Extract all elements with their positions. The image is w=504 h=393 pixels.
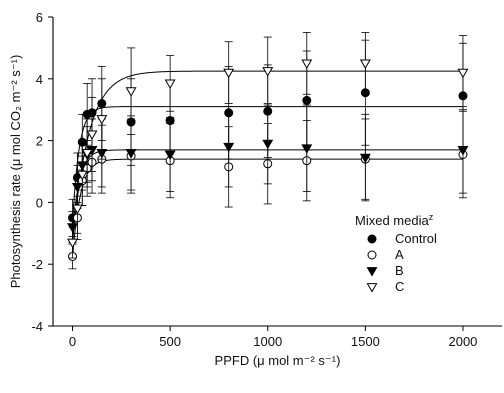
data-point-c (76, 170, 88, 181)
legend-title: Mixed mediaz (355, 212, 434, 228)
legend-label-a: A (395, 247, 404, 262)
series-c (67, 32, 469, 259)
x-ticks: 0 500 1000 1500 2000 (69, 326, 477, 349)
legend-label-c: C (395, 279, 404, 294)
data-point-c (301, 59, 313, 69)
x-tick-label: 2000 (448, 334, 477, 349)
data-point-c (262, 67, 274, 77)
plot-area (67, 32, 469, 270)
legend-marker-control (367, 234, 377, 244)
x-tick-label: 1000 (253, 334, 282, 349)
legend-title-text: Mixed media (355, 213, 429, 228)
data-point-b (359, 153, 371, 164)
data-point-c (81, 149, 93, 159)
x-tick-label: 1500 (351, 334, 380, 349)
data-point-c (125, 87, 137, 97)
y-ticks: -4 -2 0 2 4 6 (31, 10, 53, 334)
x-tick-label: 500 (159, 334, 181, 349)
data-point-b (223, 142, 235, 153)
data-point-c (223, 68, 235, 79)
legend-marker-a (367, 250, 377, 260)
data-point-b (164, 150, 176, 161)
data-point-c (457, 68, 469, 79)
legend-marker-b (366, 267, 378, 277)
y-tick-label: -4 (31, 319, 43, 334)
data-point-c (71, 204, 83, 215)
legend-label-control: Control (395, 231, 437, 246)
y-tick-label: 0 (36, 195, 43, 210)
data-point-c (86, 130, 98, 141)
legend-marker-c (366, 283, 378, 293)
y-tick-label: -2 (31, 257, 43, 272)
data-point-b (457, 145, 469, 156)
x-tick-label: 0 (69, 334, 76, 349)
data-point-c (359, 59, 371, 69)
y-tick-label: 6 (36, 10, 43, 25)
x-axis-title: PPFD (μ mol m⁻² s⁻¹) (215, 353, 341, 368)
data-point-b (301, 144, 313, 154)
data-point-b (262, 139, 274, 150)
legend-label-b: B (395, 263, 404, 278)
data-point-c (96, 115, 108, 125)
y-tick-label: 2 (36, 134, 43, 149)
y-tick-label: 4 (36, 72, 43, 87)
axes (52, 17, 502, 327)
y-axis-title: Photosynthesis rate (μ mol CO₂ m⁻² s⁻¹) (8, 55, 23, 289)
data-point-c (164, 79, 176, 90)
data-point-b (125, 149, 137, 159)
data-point-c (67, 238, 78, 249)
legend-title-superscript: z (429, 212, 434, 222)
data-point-control (302, 95, 312, 105)
